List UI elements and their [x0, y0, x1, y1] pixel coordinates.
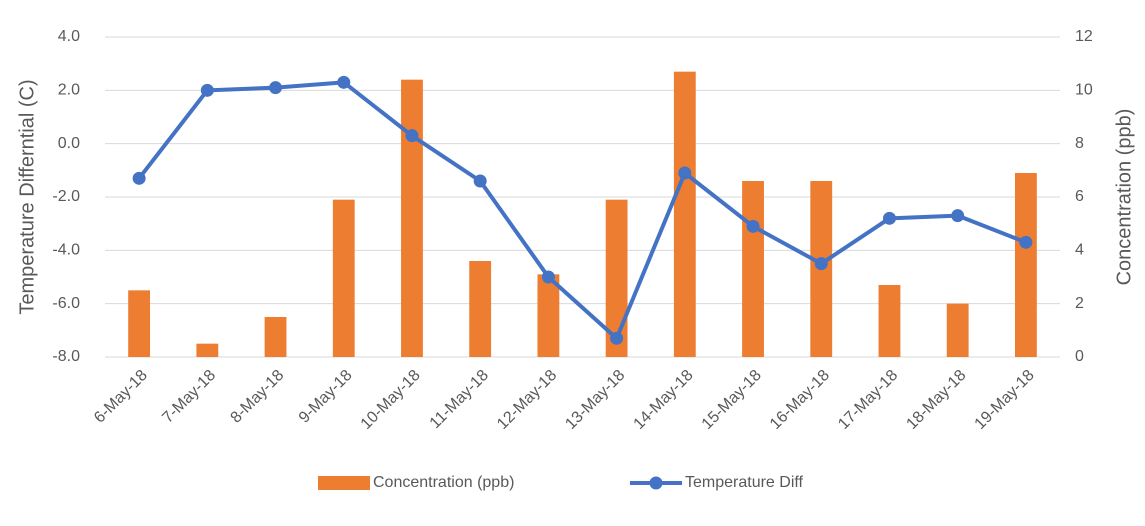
x-tick-label: 15-May-18	[699, 367, 765, 433]
bar	[401, 79, 423, 358]
y-tick-label: -4.0	[52, 242, 80, 259]
line-point	[337, 75, 351, 89]
bar	[264, 317, 287, 357]
legend-swatch	[318, 476, 370, 490]
y2-tick-label: 10	[1075, 82, 1093, 99]
legend-swatch	[649, 476, 663, 490]
line-point	[200, 83, 214, 97]
bar	[196, 343, 219, 357]
y2-tick-label: 12	[1075, 28, 1093, 45]
y-tick-label: -6.0	[52, 295, 80, 312]
bar	[673, 71, 696, 358]
bar	[878, 285, 901, 357]
line-point	[814, 257, 828, 271]
line-point	[610, 331, 624, 345]
line-point	[473, 174, 487, 188]
line-point	[746, 219, 760, 233]
x-tick-label: 6-May-18	[91, 367, 151, 427]
bar	[469, 261, 492, 357]
bar	[742, 181, 764, 357]
line-point	[951, 209, 965, 223]
line-point	[882, 211, 896, 225]
x-tick-label: 10-May-18	[358, 367, 424, 433]
line-point	[405, 129, 419, 143]
y2-axis-title: Concentration (ppb)	[1113, 109, 1135, 286]
x-tick-label: 12-May-18	[494, 367, 560, 433]
bar	[128, 290, 151, 357]
bar	[1014, 173, 1037, 357]
x-tick-label: 16-May-18	[767, 367, 833, 433]
x-tick-label: 11-May-18	[427, 367, 492, 432]
y-tick-label: -2.0	[52, 188, 80, 205]
y2-tick-label: 8	[1075, 135, 1084, 152]
x-tick-label: 19-May-18	[972, 367, 1038, 433]
line-point	[132, 171, 146, 185]
line	[137, 80, 1027, 341]
y2-tick-label: 2	[1075, 295, 1084, 312]
line-point	[678, 166, 692, 180]
legend-label: Temperature Diff	[685, 474, 804, 491]
y2-tick-label: 4	[1075, 242, 1084, 259]
x-tick-label: 8-May-18	[228, 367, 288, 427]
x-tick-label: 13-May-18	[562, 367, 628, 433]
bar	[605, 199, 628, 357]
bar	[946, 303, 969, 357]
x-tick-label: 14-May-18	[631, 367, 697, 433]
y2-tick-label: 0	[1075, 348, 1084, 365]
bar	[332, 199, 355, 357]
x-tick-label: 17-May-18	[835, 367, 901, 433]
y-tick-label: -8.0	[52, 348, 80, 365]
y-tick-label: 2.0	[58, 82, 80, 99]
legend-label: Concentration (ppb)	[373, 474, 514, 491]
y-tick-label: 4.0	[58, 28, 80, 45]
x-tick-label: 7-May-18	[159, 367, 219, 427]
line-point	[269, 81, 283, 95]
x-tick-label: 18-May-18	[903, 367, 969, 433]
line-point	[1019, 235, 1033, 249]
x-tick-label: 9-May-18	[296, 367, 356, 427]
bar	[537, 274, 560, 357]
y-tick-label: 0.0	[58, 135, 80, 152]
y-axis-title: Temperature Differntial (C)	[16, 79, 38, 314]
y2-tick-label: 6	[1075, 188, 1084, 205]
line-point	[541, 270, 555, 284]
